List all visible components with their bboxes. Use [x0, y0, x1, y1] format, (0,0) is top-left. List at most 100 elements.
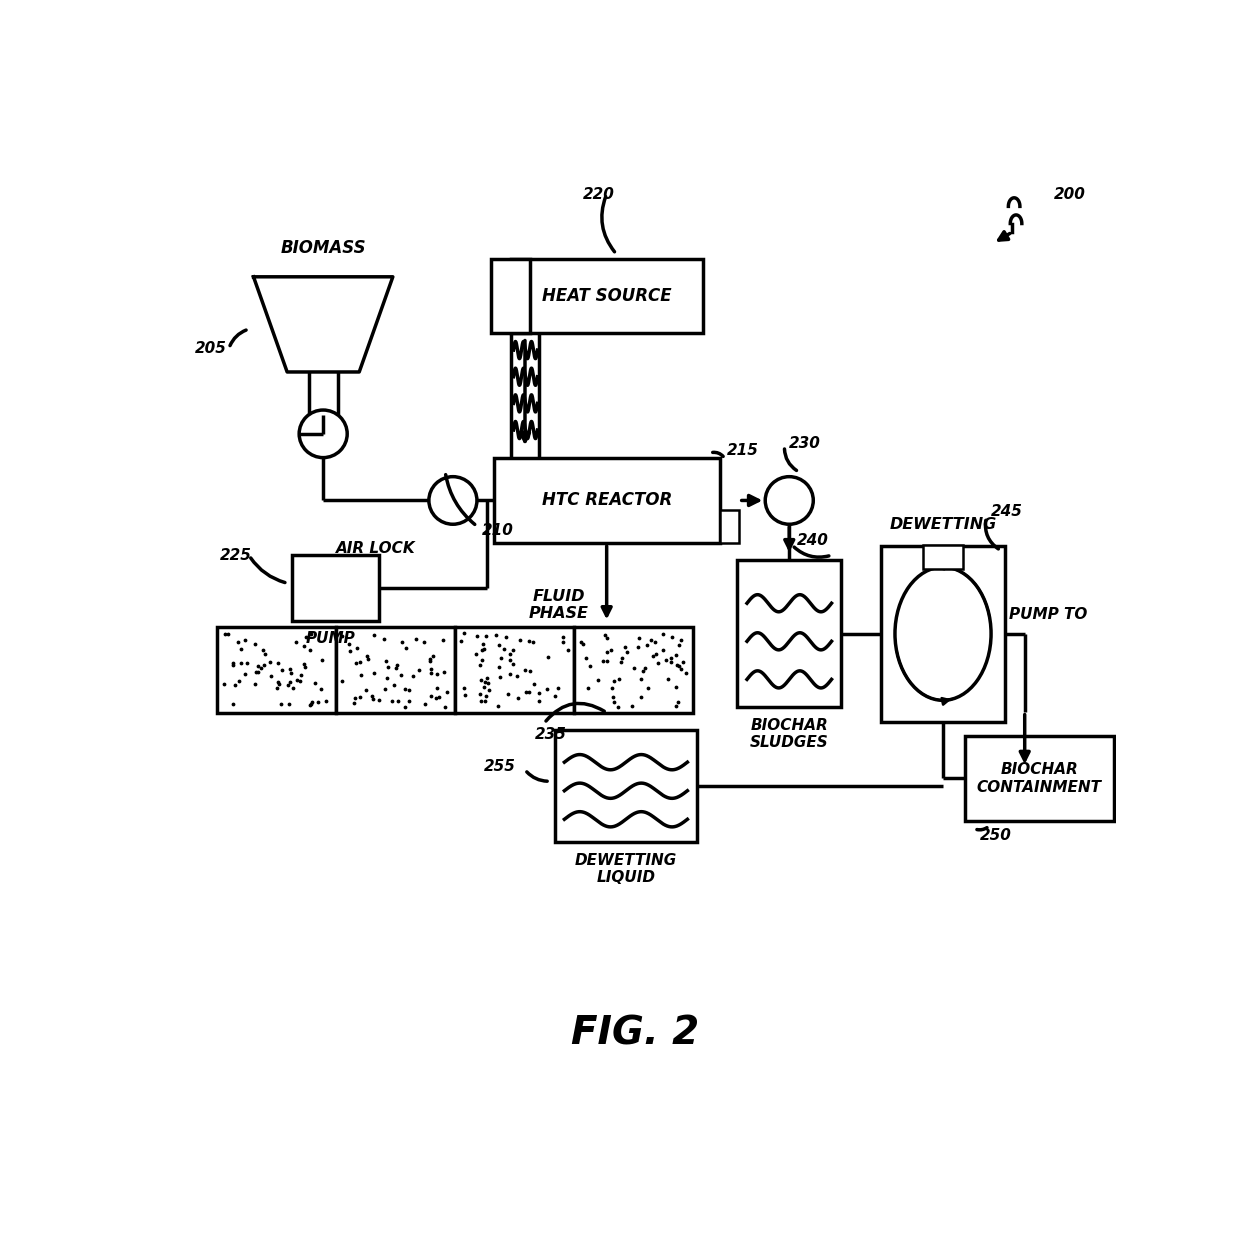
Point	[316, 691, 336, 711]
Point	[300, 695, 320, 714]
Point	[475, 691, 495, 711]
Point	[489, 658, 508, 677]
Point	[350, 687, 370, 707]
Point	[487, 696, 507, 716]
Point	[670, 635, 689, 655]
Point	[525, 674, 544, 693]
Text: AIR LOCK: AIR LOCK	[336, 540, 415, 555]
Point	[422, 660, 441, 680]
Point	[286, 671, 306, 691]
Point	[553, 627, 573, 646]
Point	[260, 666, 280, 686]
Point	[285, 632, 305, 651]
Point	[477, 674, 497, 693]
Text: 220: 220	[583, 187, 615, 201]
Point	[647, 653, 667, 672]
Point	[434, 662, 454, 682]
Point	[637, 635, 657, 655]
Point	[272, 693, 291, 713]
Point	[291, 665, 311, 685]
Point	[231, 639, 250, 659]
Point	[374, 629, 394, 649]
Point	[661, 653, 681, 672]
Point	[474, 639, 494, 659]
Point	[553, 633, 573, 653]
Point	[601, 640, 621, 660]
Point	[358, 649, 378, 669]
Point	[629, 628, 649, 648]
Point	[356, 680, 376, 700]
Point	[341, 640, 361, 660]
Text: DEWETTING: DEWETTING	[889, 517, 997, 533]
Point	[644, 646, 663, 666]
Point	[570, 633, 590, 653]
Point	[438, 682, 458, 702]
Point	[470, 684, 490, 703]
Bar	[719, 510, 739, 544]
Point	[604, 692, 624, 712]
Point	[363, 690, 383, 709]
Point	[471, 691, 491, 711]
Point	[423, 646, 443, 666]
Point	[280, 672, 300, 692]
Point	[391, 665, 410, 685]
Point	[246, 634, 265, 654]
Text: 215: 215	[727, 444, 759, 459]
Point	[474, 634, 494, 654]
Point	[676, 664, 696, 684]
Point	[305, 674, 325, 693]
Point	[498, 684, 518, 703]
Point	[580, 656, 600, 676]
Point	[332, 627, 352, 646]
Text: 210: 210	[481, 523, 513, 539]
Point	[296, 627, 316, 646]
Point	[520, 661, 539, 681]
Point	[486, 625, 506, 645]
Point	[250, 659, 270, 679]
Point	[666, 677, 686, 697]
Point	[396, 680, 415, 700]
Point	[374, 680, 394, 700]
Point	[246, 661, 265, 681]
Point	[577, 648, 596, 667]
Text: FLUID
PHASE: FLUID PHASE	[528, 588, 589, 622]
Point	[268, 672, 288, 692]
Point	[425, 687, 445, 707]
Point	[470, 655, 490, 675]
Point	[455, 685, 475, 705]
Point	[472, 650, 492, 670]
Point	[362, 686, 382, 706]
Circle shape	[429, 477, 477, 524]
Point	[415, 693, 435, 713]
Point	[518, 632, 538, 651]
Point	[615, 638, 635, 658]
Point	[595, 625, 615, 645]
Bar	[494, 457, 719, 544]
Point	[378, 658, 398, 677]
Point	[598, 628, 618, 648]
Point	[414, 632, 434, 651]
Point	[253, 640, 273, 660]
Point	[631, 669, 651, 688]
Point	[593, 651, 613, 671]
Bar	[923, 545, 963, 569]
Point	[671, 630, 691, 650]
Point	[667, 655, 687, 675]
Point	[610, 653, 630, 672]
Point	[312, 650, 332, 670]
Point	[422, 686, 441, 706]
Point	[295, 658, 315, 677]
Point	[639, 679, 658, 698]
Point	[294, 635, 314, 655]
Point	[229, 671, 249, 691]
Point	[631, 687, 651, 707]
Point	[490, 667, 510, 687]
Point	[454, 623, 474, 643]
Point	[491, 648, 511, 667]
Bar	[554, 729, 697, 842]
Point	[382, 692, 402, 712]
Point	[387, 658, 407, 677]
Point	[365, 625, 384, 645]
Point	[216, 624, 236, 644]
Point	[377, 669, 397, 688]
